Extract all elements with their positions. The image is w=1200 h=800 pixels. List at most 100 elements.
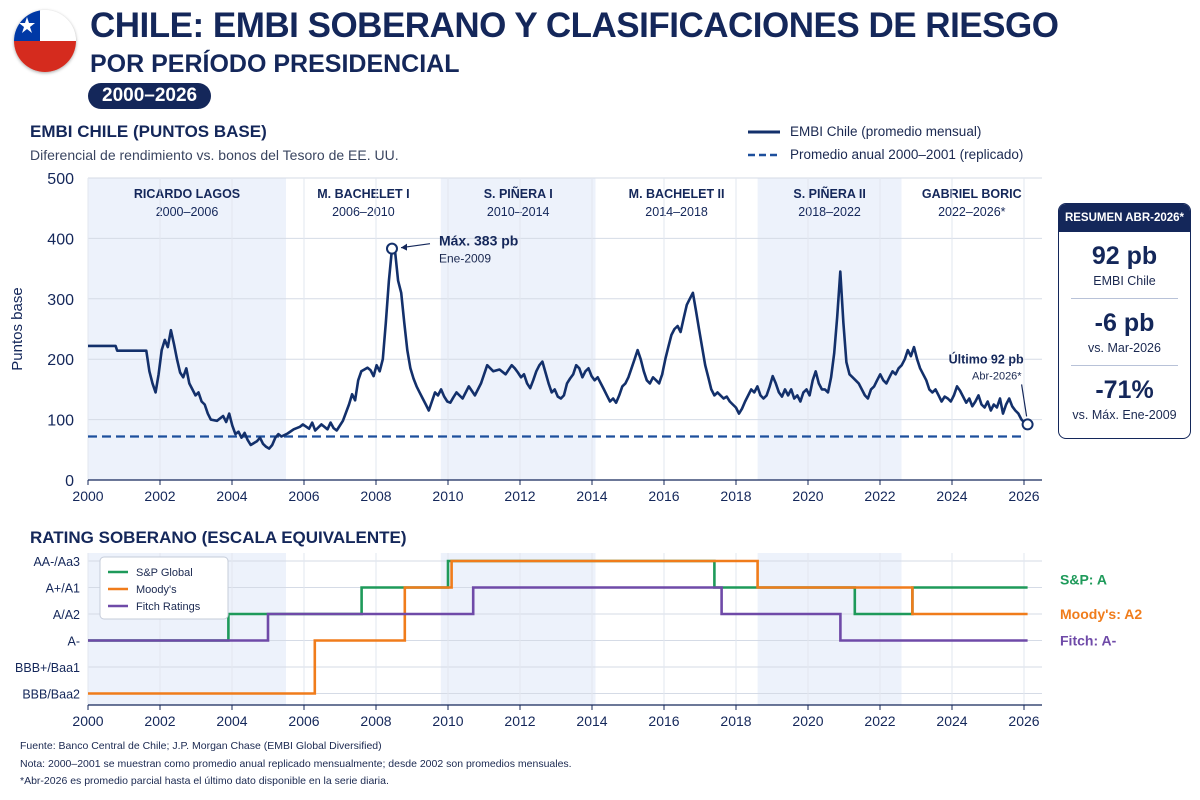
x-tick-label: 2018 [720, 488, 751, 504]
band-name: M. BACHELET II [629, 187, 725, 201]
embi-legend: EMBI Chile (promedio mensual) Promedio a… [748, 120, 1023, 166]
y-tick-label: 100 [47, 413, 74, 430]
y-category-label: A/A2 [53, 608, 80, 622]
max-date: Ene-2009 [439, 252, 491, 266]
x-tick-label: 2012 [504, 488, 535, 504]
x-tick-label: 2006 [288, 713, 319, 729]
summary-item-change: -6 pb vs. Mar-2026 [1059, 299, 1190, 365]
x-tick-label: 2002 [144, 713, 175, 729]
y-tick-label: 500 [47, 171, 74, 188]
legend-label: Fitch Ratings [136, 601, 201, 613]
x-tick-label: 2016 [648, 488, 679, 504]
x-tick-label: 2006 [288, 488, 319, 504]
footer-note: Nota: 2000–2001 se muestran como promedi… [20, 758, 572, 770]
x-tick-label: 2014 [576, 488, 607, 504]
max-marker [385, 242, 398, 255]
band-6 [901, 178, 1042, 480]
x-tick-label: 2004 [216, 713, 247, 729]
x-tick-label: 2004 [216, 488, 247, 504]
band-5 [757, 178, 902, 480]
rating-series-2 [88, 559, 1028, 695]
band-3 [440, 178, 596, 480]
x-tick-label: 2022 [864, 488, 895, 504]
rating-step-chart: AA-/Aa3 A+/A1 A/A2 A- BBB+/Baa1 BBB/Baa2 2000 2… [15, 553, 1142, 729]
legend-item-average: Promedio anual 2000–2001 (replicado) [748, 143, 1023, 166]
band-years: 2006–2010 [332, 205, 395, 219]
summary-value: 92 pb [1091, 242, 1158, 270]
band-4 [595, 553, 758, 705]
rating-series-3 [88, 586, 1028, 642]
band-years: 2018–2022 [798, 205, 861, 219]
summary-label: EMBI Chile [1093, 274, 1156, 288]
summary-label: vs. Mar-2026 [1088, 341, 1161, 355]
band-2 [286, 553, 441, 705]
y-category-label: BBB/Baa2 [22, 688, 80, 702]
band-4 [595, 178, 758, 480]
x-tick-label: 2000 [72, 488, 103, 504]
summary-label: vs. Máx. Ene-2009 [1072, 408, 1177, 422]
legend-label: S&P Global [136, 567, 193, 579]
band-2 [286, 178, 441, 480]
band-5 [757, 553, 902, 705]
rating-end-label: Fitch: A- [1060, 633, 1117, 649]
x-tick-label: 2024 [936, 713, 967, 729]
rating-end-label: Moody's: A2 [1060, 606, 1142, 622]
presidential-bands: RICARDO LAGOS 2000–2006 M. BACHELET I 2006–… [88, 178, 1042, 480]
period-badge: 2000–2026 [88, 83, 212, 109]
band-1 [88, 178, 286, 480]
y-tick-label: 400 [47, 231, 74, 248]
page-title: CHILE: EMBI SOBERANO Y CLASIFICACIONES D… [90, 6, 1059, 45]
band-years: 2022–2026* [938, 205, 1006, 219]
summary-panel: RESUMEN ABR-2026* 92 pb EMBI Chile -6 pb… [1058, 203, 1191, 439]
legend-label-average: Promedio anual 2000–2001 (replicado) [790, 147, 1024, 162]
embi-chart-title: EMBI CHILE (PUNTOS BASE) [30, 122, 267, 141]
band-6 [901, 553, 1042, 705]
rating-end-label: S&P: A [1060, 572, 1107, 588]
x-tick-label: 2002 [144, 488, 175, 504]
y-axis-label: Puntos base [9, 287, 26, 370]
y-category-label: A+/A1 [46, 582, 80, 596]
legend-item-embi: EMBI Chile (promedio mensual) [748, 120, 1023, 143]
last-label: Último 92 pb [949, 351, 1024, 366]
last-arrow [1021, 384, 1028, 417]
summary-header: RESUMEN ABR-2026* [1059, 204, 1190, 232]
x-tick-label: 2010 [432, 488, 463, 504]
band-3 [440, 553, 596, 705]
legend-label: Moody's [136, 584, 177, 596]
y-category-label: AA-/Aa3 [33, 555, 80, 569]
legend-box [99, 556, 229, 620]
band-name: GABRIEL BORIC [922, 187, 1022, 201]
x-tick-label: 2022 [864, 713, 895, 729]
x-tick-label: 2010 [432, 713, 463, 729]
embi-chart-subtitle: Diferencial de rendimiento vs. bonos del… [30, 147, 399, 163]
x-tick-label: 2026 [1008, 713, 1039, 729]
x-tick-label: 2012 [504, 713, 535, 729]
rating-legend: S&P Global Moody's Fitch Ratings [99, 556, 229, 620]
y-category-label: A- [68, 635, 81, 649]
x-tick-label: 2000 [72, 713, 103, 729]
legend-label-embi: EMBI Chile (promedio mensual) [790, 124, 982, 139]
x-tick-label: 2014 [576, 713, 607, 729]
x-tick-label: 2016 [648, 713, 679, 729]
y-tick-label: 300 [47, 292, 74, 309]
max-arrowhead [400, 243, 407, 251]
summary-value: -71% [1095, 376, 1154, 404]
band-years: 2010–2014 [487, 205, 550, 219]
dashed-line-swatch [748, 153, 780, 156]
x-tick-label: 2008 [360, 488, 391, 504]
footer-footnote: *Abr-2026 es promedio parcial hasta el ú… [20, 775, 389, 787]
y-tick-label: 200 [47, 352, 74, 369]
y-category-label: BBB+/Baa1 [15, 661, 80, 675]
footer-source: Fuente: Banco Central de Chile; J.P. Mor… [20, 740, 382, 752]
embi-series-line [88, 247, 1029, 450]
chile-flag-icon [14, 10, 76, 72]
solid-line-swatch [748, 130, 780, 133]
last-date: Abr-2026* [972, 370, 1022, 382]
summary-divider [1071, 298, 1178, 299]
rating-chart-title: RATING SOBERANO (ESCALA EQUIVALENTE) [30, 528, 407, 547]
band-name: S. PIÑERA II [793, 186, 865, 201]
embi-line-chart: RICARDO LAGOS 2000–2006 M. BACHELET I 2006–… [9, 171, 1042, 504]
band-name: S. PIÑERA I [484, 186, 553, 201]
band-name: M. BACHELET I [317, 187, 409, 201]
x-tick-label: 2024 [936, 488, 967, 504]
